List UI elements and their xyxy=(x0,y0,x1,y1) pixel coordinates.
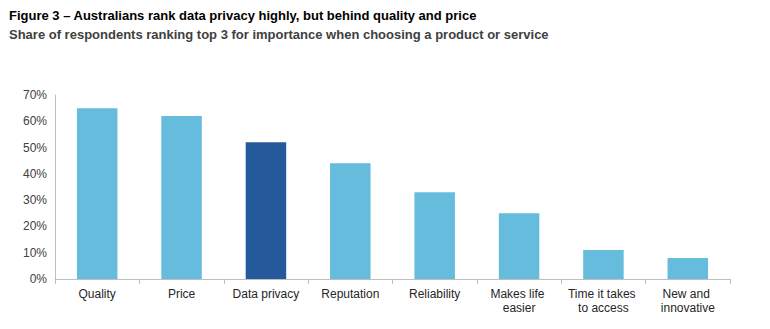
svg-text:to access: to access xyxy=(578,301,629,315)
svg-text:0%: 0% xyxy=(30,272,48,286)
svg-text:easier: easier xyxy=(503,301,536,315)
svg-text:Reliability: Reliability xyxy=(409,287,460,301)
svg-text:40%: 40% xyxy=(23,167,47,181)
svg-text:Price: Price xyxy=(168,287,196,301)
svg-text:70%: 70% xyxy=(23,88,47,102)
svg-text:20%: 20% xyxy=(23,219,47,233)
svg-text:Time it takes: Time it takes xyxy=(568,287,639,301)
svg-text:Figure 3 – Australians rank da: Figure 3 – Australians rank data privacy… xyxy=(9,8,476,23)
svg-text:Share of respondents ranking t: Share of respondents ranking top 3 for i… xyxy=(9,27,549,42)
svg-text:Data privacy: Data privacy xyxy=(233,287,300,301)
svg-text:Reputation: Reputation xyxy=(321,287,379,301)
svg-text:Makes life: Makes life xyxy=(490,287,547,301)
svg-text:50%: 50% xyxy=(23,141,47,155)
svg-text:Quality: Quality xyxy=(79,287,116,301)
svg-text:30%: 30% xyxy=(23,193,47,207)
svg-text:innovative: innovative xyxy=(661,301,715,315)
svg-text:60%: 60% xyxy=(23,114,47,128)
svg-text:10%: 10% xyxy=(23,246,47,260)
svg-text:New and: New and xyxy=(662,287,713,301)
